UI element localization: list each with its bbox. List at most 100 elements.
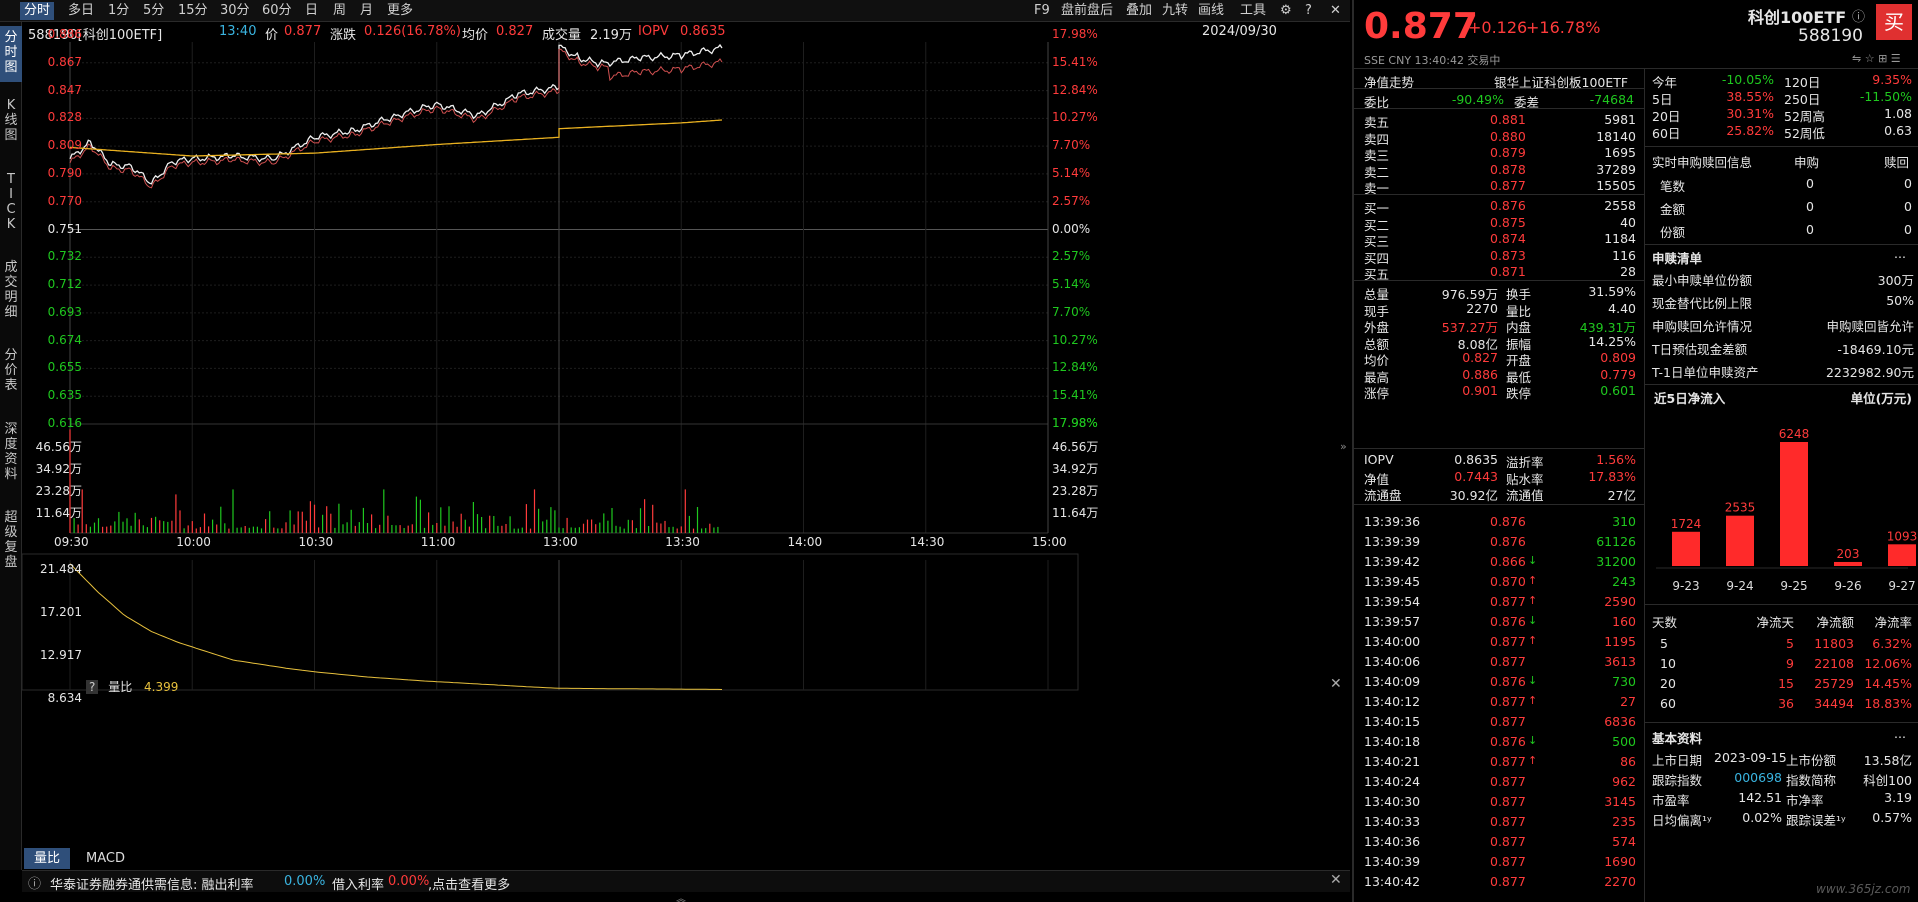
perf-value: 30.31% [1726,106,1774,121]
stat-value: 439.31万 [1579,320,1636,335]
tick-time: 13:40:42 [1364,874,1421,889]
tick-price: 0.877 [1490,754,1526,769]
help-icon[interactable]: ? [86,680,99,694]
price-tick-left: 0.693 [47,304,82,319]
tab-volume-ratio[interactable]: 量比 [24,848,71,869]
tab-5min[interactable]: 5分 [143,3,165,18]
bid-price[interactable]: 0.875 [1490,214,1526,230]
ask-price[interactable]: 0.879 [1490,145,1526,160]
tab-day[interactable]: 日 [305,3,319,18]
stat-label: IOPV [1364,452,1394,467]
volume-ratio-line [69,563,723,690]
collapse-panel-icon[interactable]: » [1340,440,1347,453]
tick-price: 0.876 [1490,534,1526,549]
tick-price: 0.877 [1490,714,1526,729]
nav-index: 银华上证科创板100ETF [1494,75,1629,90]
tick-volume: 61126 [1596,534,1636,549]
tools-button[interactable]: 工具 [1240,3,1267,18]
gear-icon[interactable]: ⚙ [1280,3,1292,18]
perf-label: 250日 [1784,92,1821,107]
ltab-price-table[interactable]: 分 价 表 [4,348,18,393]
ltab-replay[interactable]: 超 级 复 盘 [4,510,18,570]
info-date: 2024/09/30 [1202,24,1277,39]
perf-value: 0.63 [1884,123,1912,138]
basic-value[interactable]: 000698 [1734,770,1782,785]
tab-month[interactable]: 月 [360,3,374,18]
realtime-row-a: 0 [1806,222,1814,237]
ltab-intraday[interactable]: 分 时 图 [0,26,22,82]
status-bar[interactable]: ⓘ 华泰证券融券通供需信息: 融出利率 0.00% 借入利率 0.00% ,点击… [22,870,1350,893]
bid-volume: 2558 [1604,198,1636,213]
close-icon[interactable]: ✕ [1330,676,1342,692]
ask-price[interactable]: 0.881 [1490,112,1526,127]
draw-button[interactable]: 画线 [1198,3,1225,18]
tab-more[interactable]: 更多 [387,3,414,18]
bid-price[interactable]: 0.876 [1490,198,1526,213]
more-icon[interactable]: ... [1894,726,1906,741]
ask-price[interactable]: 0.877 [1490,178,1526,193]
price-tick-left: 0.751 [47,221,82,236]
basic-label: 指数简称 [1786,773,1837,788]
tab-macd[interactable]: MACD [86,851,125,866]
bid-price[interactable]: 0.873 [1490,247,1526,263]
inflow-cell: 36 [1778,696,1794,711]
ltab-kline[interactable]: K 线 图 [4,98,18,143]
ask-price[interactable]: 0.880 [1490,128,1526,144]
inflow-bar-chart: 1724 9-23 2535 9-24 6248 9-25 203 9-26 1093 9-27 [1656,427,1917,593]
price-tick-right: 12.84% [1052,360,1098,375]
inflow-category: 9-27 [1888,579,1915,593]
nav-label[interactable]: 净值走势 [1364,75,1415,90]
vol-label: 成交量 [542,28,582,43]
basic-value: 科创100 [1863,773,1912,788]
tick-time: 13:40:30 [1364,794,1421,809]
volume-tick-right: 11.64万 [1052,506,1099,520]
close-icon[interactable]: ✕ [1330,872,1342,888]
tick-time: 13:40:00 [1364,634,1421,649]
f9-button[interactable]: F9 [1034,3,1050,18]
ask-price[interactable]: 0.878 [1490,161,1526,177]
tab-15min[interactable]: 15分 [178,3,208,18]
tick-price: 0.876 [1490,734,1526,749]
price-tick-left: 0.770 [47,193,82,208]
expand-icon[interactable]: ︽ [676,894,686,902]
tick-volume: 31200 [1596,554,1636,569]
perf-value: 38.55% [1726,89,1774,104]
premarket-button[interactable]: 盘前盘后 [1061,3,1114,18]
tick-volume: 160 [1612,614,1636,629]
info-icon[interactable]: ⓘ [1852,10,1866,25]
intraday-chart[interactable] [22,42,1350,848]
tab-intraday[interactable]: 分时 [20,2,55,20]
stat-value: 1.56% [1596,452,1636,467]
tick-time: 13:40:06 [1364,654,1421,669]
tick-price: 0.877 [1490,634,1526,649]
basic-value: 142.51 [1738,790,1782,805]
tab-1min[interactable]: 1分 [108,3,130,18]
perf-value: 25.82% [1726,123,1774,138]
toolbar-icons[interactable]: ⇋ ☆ ⊞ ☰ [1852,52,1901,65]
more-icon[interactable]: ... [1894,246,1906,261]
time-tick: 09:30 [54,535,89,549]
ltab-trades[interactable]: 成 交 明 细 [4,260,18,320]
tab-multiday[interactable]: 多日 [68,3,95,18]
tab-30min[interactable]: 30分 [220,3,250,18]
bid-price[interactable]: 0.874 [1490,231,1526,246]
tick-time: 13:39:42 [1364,554,1421,569]
ask-volume: 15505 [1596,178,1636,193]
help-icon[interactable]: ? [1305,3,1312,18]
stat-label: 最高 [1364,369,1390,385]
realtime-row-label: 金额 [1660,202,1686,217]
tab-60min[interactable]: 60分 [262,3,292,18]
overlay-button[interactable]: 叠加 [1126,3,1153,18]
volume-tick-right: 17.98% [1052,416,1098,430]
ltab-tick[interactable]: T I C K [6,172,16,232]
tab-week[interactable]: 周 [333,3,347,18]
stat-label: 总量 [1364,287,1390,302]
close-icon[interactable]: ✕ [1330,3,1341,18]
perf-label: 60日 [1652,126,1681,141]
tick-time: 13:39:57 [1364,614,1421,629]
volume-tick-right: 46.56万 [1052,440,1099,454]
buy-button[interactable]: 买 [1876,4,1912,40]
bid-price[interactable]: 0.871 [1490,264,1526,279]
ltab-depth[interactable]: 深 度 资 料 [4,422,18,482]
nine-turn-button[interactable]: 九转 [1162,3,1189,18]
